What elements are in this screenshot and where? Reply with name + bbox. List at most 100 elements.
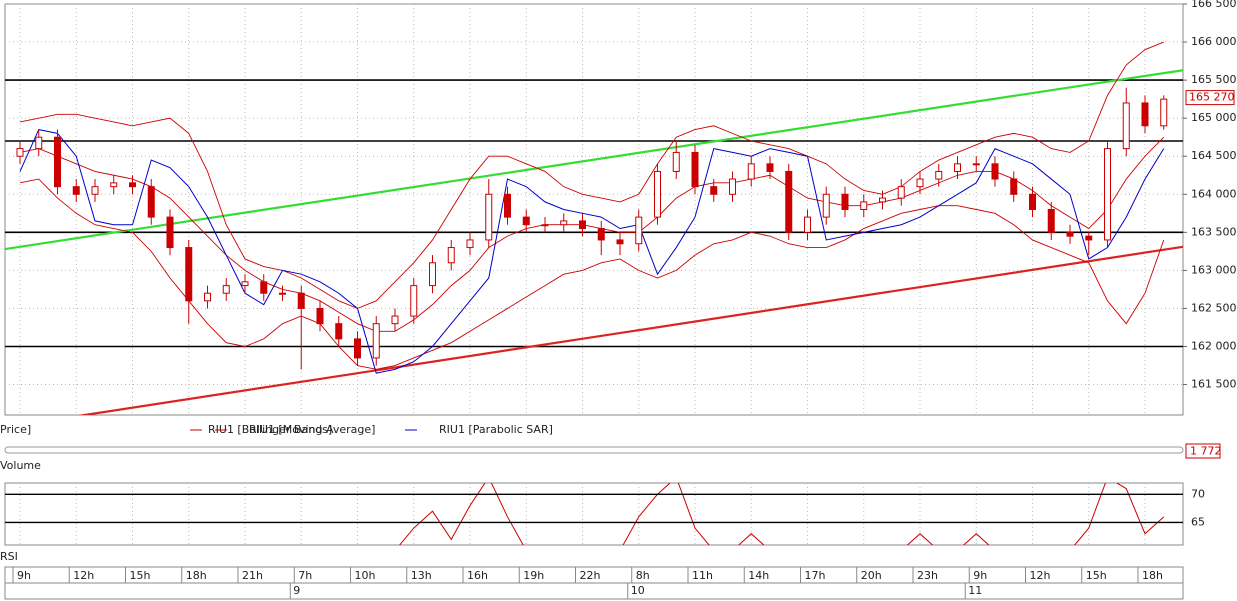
- price-plot: [5, 4, 1183, 415]
- candle-body: [935, 170, 943, 180]
- day-axis: [4, 582, 1184, 600]
- candle-body: [804, 216, 811, 233]
- x-tick-label: 17h: [805, 569, 826, 582]
- candle-body: [147, 186, 155, 218]
- candle-body: [1047, 209, 1055, 233]
- trendline: [77, 245, 1183, 415]
- volume-value-box: [1185, 443, 1221, 459]
- legend-label: RIU1 [Parabolic SAR]: [439, 423, 553, 436]
- candle-body: [672, 151, 680, 172]
- x-tick-label: 13h: [411, 569, 432, 582]
- x-tick-label: 19h: [523, 569, 544, 582]
- rsi-tick-label: 65: [1191, 515, 1205, 528]
- candle-body: [1104, 148, 1111, 241]
- candle-body: [35, 136, 43, 150]
- rsi-line: [1074, 483, 1165, 545]
- candle-body: [766, 163, 774, 172]
- legend-label: RIU1 [Moving Average]: [249, 423, 375, 436]
- rsi-tick-label: 70: [1191, 487, 1205, 500]
- candle-body: [1029, 193, 1036, 210]
- candle-body: [897, 186, 905, 199]
- candle-body: [879, 197, 886, 203]
- x-tick-label: 22h: [580, 569, 601, 582]
- x-tick-label: 16h: [467, 569, 488, 582]
- x-tick-label: 15h: [1086, 569, 1107, 582]
- x-tick-label: 7h: [298, 569, 312, 582]
- candle-body: [654, 170, 661, 218]
- candle-body: [335, 323, 343, 340]
- candle-body: [616, 239, 624, 245]
- candle-body: [260, 281, 268, 294]
- candle-body: [410, 285, 418, 317]
- rsi-line: [622, 483, 765, 545]
- candle-body: [241, 281, 249, 287]
- candle-body: [72, 186, 80, 195]
- candle-body: [485, 193, 493, 241]
- candle-body: [54, 136, 61, 188]
- y-tick-label: 165 500: [1191, 73, 1237, 86]
- day-label: 9: [293, 584, 300, 597]
- y-tick-label: 163 500: [1191, 225, 1237, 238]
- volume-title: Volume: [0, 459, 41, 472]
- candle-body: [710, 186, 718, 195]
- candle-body: [166, 216, 174, 249]
- y-tick-label: 162 000: [1191, 340, 1237, 353]
- candle-body: [991, 163, 999, 180]
- candle-body: [279, 292, 286, 295]
- x-tick-label: 12h: [73, 569, 94, 582]
- legend: RIU1 [Bollinger Bands]RIU1 [Moving Avera…: [190, 423, 553, 436]
- y-tick-label: 164 000: [1191, 187, 1237, 200]
- candle-body: [635, 216, 643, 245]
- rsi-line: [906, 533, 990, 545]
- candle-body: [297, 292, 305, 309]
- candle-body: [822, 193, 830, 218]
- y-tick-label: 166 000: [1191, 35, 1237, 48]
- candle-body: [222, 285, 230, 294]
- candle-body: [110, 182, 118, 188]
- x-tick-label: 21h: [242, 569, 263, 582]
- candle-body: [1085, 235, 1093, 241]
- day-label: 10: [631, 584, 645, 597]
- y-tick-label: 166 500: [1191, 0, 1237, 10]
- y-tick-label: 163 000: [1191, 263, 1237, 276]
- candle-body: [860, 201, 868, 210]
- volume-panel: [4, 446, 1184, 454]
- last-price-box: [1185, 90, 1235, 106]
- x-tick-label: 9h: [973, 569, 987, 582]
- candle-body: [691, 151, 699, 188]
- candle-body: [954, 163, 961, 172]
- candle-body: [560, 220, 568, 226]
- candle-body: [1141, 102, 1149, 127]
- candle-body: [316, 307, 324, 325]
- candle-body: [16, 148, 24, 157]
- moving-average: [19, 136, 1165, 332]
- bollinger-lower: [19, 178, 1165, 370]
- x-tick-label: 14h: [748, 569, 769, 582]
- x-tick-label: 11h: [692, 569, 713, 582]
- candle-body: [841, 193, 849, 210]
- candle-body: [466, 239, 474, 249]
- candle-body: [747, 163, 755, 180]
- x-tick-label: 12h: [1030, 569, 1051, 582]
- candle-body: [522, 216, 530, 226]
- y-tick-label: 161 500: [1191, 378, 1237, 391]
- candle-body: [1160, 98, 1168, 127]
- candle-body: [91, 186, 99, 195]
- candle-body: [129, 182, 136, 188]
- x-tick-label: 18h: [186, 569, 207, 582]
- candle-body: [597, 228, 605, 241]
- x-tick-label: 23h: [917, 569, 938, 582]
- candle-body: [972, 163, 980, 166]
- candle-body: [785, 170, 793, 233]
- candle-body: [1010, 178, 1018, 195]
- x-tick-label: 10h: [355, 569, 376, 582]
- y-tick-label: 164 500: [1191, 149, 1237, 162]
- candle-body: [391, 315, 399, 325]
- x-tick-label: 9h: [17, 569, 31, 582]
- last-price-label: 165 270: [1189, 91, 1235, 104]
- candle-body: [1066, 231, 1074, 237]
- candle-body: [579, 220, 586, 230]
- rsi-panel-frame: [4, 482, 1184, 546]
- x-tick-label: 20h: [861, 569, 882, 582]
- rsi-title: RSI: [0, 550, 18, 563]
